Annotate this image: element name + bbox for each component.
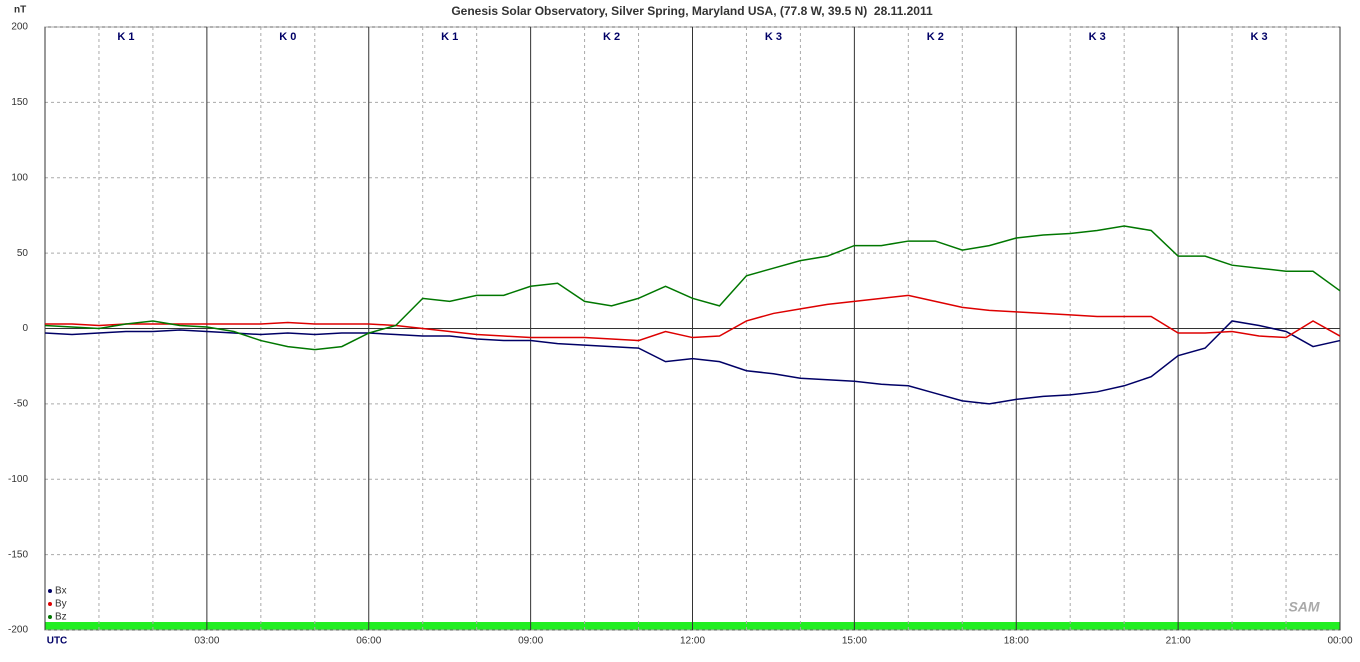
x-tick-label: 09:00	[518, 636, 543, 647]
k-index: K 1	[117, 31, 134, 43]
y-tick-label: -150	[8, 549, 28, 560]
series-line	[44, 225, 1341, 351]
y-tick-label: 0	[22, 323, 28, 334]
x-tick-label: 15:00	[842, 636, 867, 647]
y-tick-label: 150	[11, 97, 28, 108]
k-index: K 3	[1089, 31, 1106, 43]
x-tick-label: 18:00	[1004, 636, 1029, 647]
k-index: K 2	[927, 31, 944, 43]
x-tick-label: UTC	[47, 636, 68, 647]
x-tick-label: 12:00	[680, 636, 705, 647]
x-tick-label: 21:00	[1166, 636, 1191, 647]
logo: SAM	[1288, 599, 1319, 615]
x-tick-label: 00:00	[1327, 636, 1352, 647]
series-line	[44, 320, 1341, 405]
legend-marker	[48, 615, 52, 619]
y-tick-label: -100	[8, 474, 28, 485]
chart-title: Genesis Solar Observatory, Silver Spring…	[451, 4, 933, 18]
legend-marker	[48, 602, 52, 606]
k-index: K 1	[441, 31, 458, 43]
x-tick-label: 03:00	[194, 636, 219, 647]
y-tick-label: -50	[14, 399, 29, 410]
y-axis-label: nT	[14, 5, 26, 16]
y-tick-label: 50	[17, 248, 29, 259]
x-tick-label: 06:00	[356, 636, 381, 647]
y-tick-label: -200	[8, 625, 28, 636]
legend-label: Bz	[55, 612, 67, 623]
k-index: K 3	[1251, 31, 1268, 43]
series-line	[45, 294, 1341, 342]
legend-marker	[48, 589, 52, 593]
y-tick-label: 100	[11, 172, 28, 183]
legend-label: By	[55, 599, 67, 610]
legend-label: Bx	[55, 586, 67, 597]
k-index: K 2	[603, 31, 620, 43]
y-tick-label: 200	[11, 22, 28, 33]
k-index: K 0	[279, 31, 296, 43]
k-index: K 3	[765, 31, 782, 43]
